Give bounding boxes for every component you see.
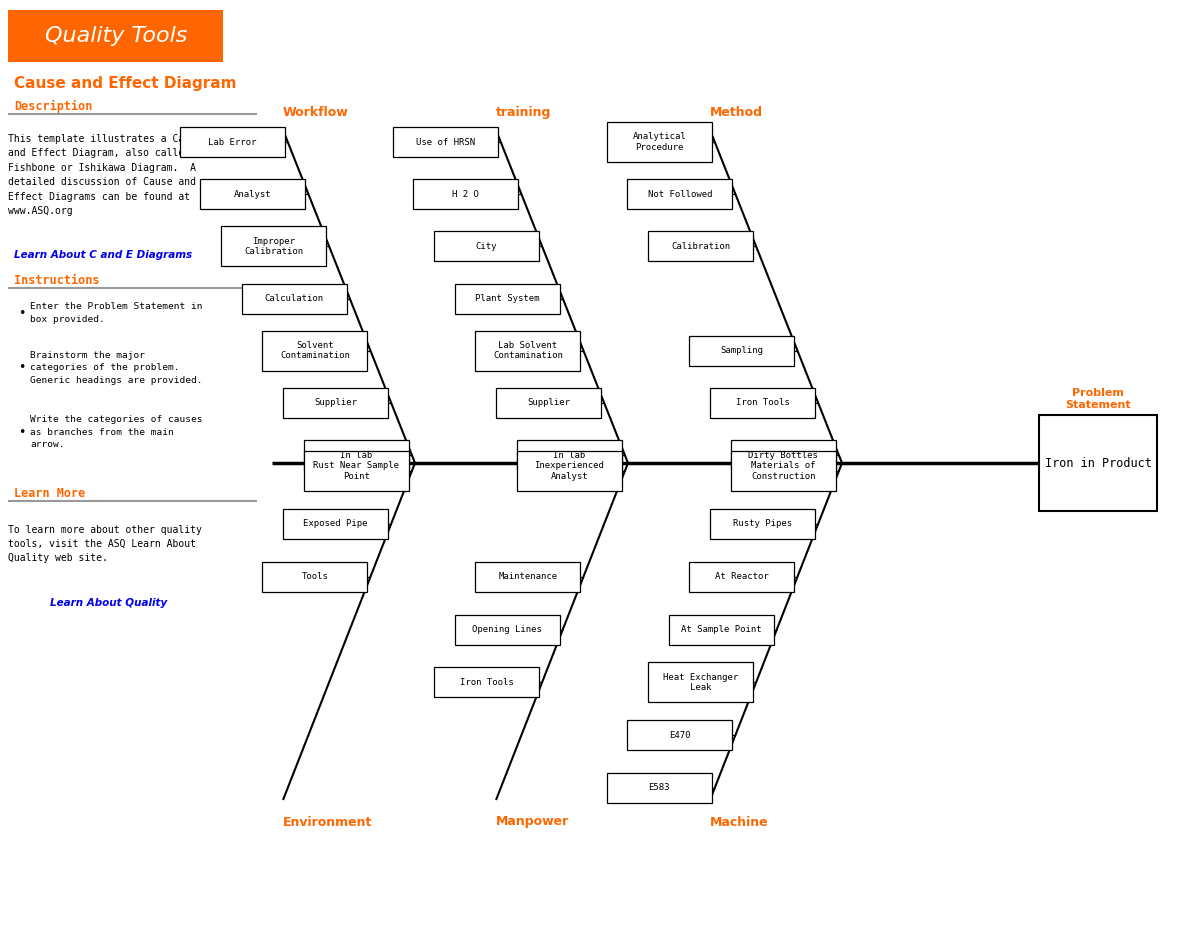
- Bar: [517, 451, 622, 491]
- Text: Brainstorm the major
categories of the problem.
Generic headings are provided.: Brainstorm the major categories of the p…: [30, 350, 203, 386]
- Bar: [690, 562, 794, 591]
- Bar: [628, 179, 732, 210]
- Text: Supplier: Supplier: [527, 399, 570, 407]
- Text: Analytical
Procedure: Analytical Procedure: [632, 133, 686, 152]
- Text: Dirty Bottles: Dirty Bottles: [749, 451, 818, 460]
- Text: Plant System: Plant System: [475, 294, 540, 303]
- Text: E470: E470: [670, 730, 691, 740]
- Bar: [455, 615, 559, 644]
- Text: Machine: Machine: [710, 816, 769, 829]
- Text: At Sample Point: At Sample Point: [680, 625, 762, 634]
- Text: Iron Tools: Iron Tools: [460, 678, 514, 687]
- Text: Description: Description: [14, 99, 92, 112]
- Text: In lab: In lab: [553, 451, 586, 460]
- Bar: [648, 662, 754, 703]
- Text: City: City: [476, 242, 497, 251]
- Bar: [648, 232, 754, 261]
- Text: Learn More: Learn More: [14, 487, 85, 500]
- Text: Manpower: Manpower: [496, 816, 569, 829]
- Text: Problem
Statement: Problem Statement: [1066, 388, 1130, 410]
- Bar: [731, 440, 836, 470]
- Text: Instructions: Instructions: [14, 273, 100, 286]
- Text: •: •: [18, 425, 25, 438]
- Bar: [263, 331, 367, 371]
- Bar: [475, 562, 581, 591]
- Bar: [607, 122, 712, 162]
- Text: Quality Tools: Quality Tools: [44, 26, 187, 46]
- Text: Learn About Quality: Learn About Quality: [50, 598, 167, 608]
- Bar: [8, 10, 223, 62]
- Bar: [200, 179, 306, 210]
- Text: Learn About C and E Diagrams: Learn About C and E Diagrams: [14, 250, 192, 260]
- Text: •: •: [18, 307, 25, 320]
- Text: At Reactor: At Reactor: [715, 572, 769, 581]
- Text: Workflow: Workflow: [283, 106, 349, 119]
- Bar: [283, 509, 388, 539]
- Bar: [263, 562, 367, 591]
- Text: Cause and Effect Diagram: Cause and Effect Diagram: [14, 75, 236, 91]
- Text: Maintenance: Maintenance: [498, 572, 558, 581]
- Bar: [731, 451, 836, 491]
- Text: Analyst: Analyst: [234, 190, 271, 198]
- Text: Solvent
Contamination: Solvent Contamination: [280, 341, 350, 361]
- Text: Enter the Problem Statement in
box provided.: Enter the Problem Statement in box provi…: [30, 302, 203, 324]
- Text: E583: E583: [648, 783, 670, 793]
- Bar: [434, 667, 539, 697]
- Bar: [304, 440, 409, 470]
- Text: Environment: Environment: [283, 816, 372, 829]
- Bar: [1039, 415, 1157, 511]
- Text: Materials of
Construction: Materials of Construction: [751, 462, 816, 481]
- Bar: [607, 773, 712, 803]
- Text: Opening Lines: Opening Lines: [473, 625, 542, 634]
- Text: Not Followed: Not Followed: [648, 190, 712, 198]
- Text: H 2 O: H 2 O: [452, 190, 479, 198]
- Text: Write the categories of causes
as branches from the main
arrow.: Write the categories of causes as branch…: [30, 414, 203, 450]
- Text: Lab Error: Lab Error: [208, 137, 257, 146]
- Bar: [517, 440, 622, 470]
- Bar: [434, 232, 539, 261]
- Text: Rusty Pipes: Rusty Pipes: [733, 519, 792, 528]
- Text: Tools: Tools: [301, 572, 329, 581]
- Bar: [475, 331, 581, 371]
- Text: Calculation: Calculation: [265, 294, 324, 303]
- Text: In lab: In lab: [341, 451, 372, 460]
- Text: •: •: [18, 362, 25, 375]
- Bar: [221, 226, 326, 266]
- Text: training: training: [496, 106, 551, 119]
- Text: Improper
Calibration: Improper Calibration: [244, 236, 304, 256]
- Text: Method: Method: [710, 106, 763, 119]
- Text: Sampling: Sampling: [720, 346, 763, 355]
- Bar: [180, 127, 284, 157]
- Bar: [628, 720, 732, 750]
- Bar: [710, 509, 815, 539]
- Text: Rust Near Sample
Point: Rust Near Sample Point: [313, 462, 400, 481]
- Bar: [690, 336, 794, 365]
- Bar: [710, 387, 815, 418]
- Bar: [455, 284, 559, 313]
- Text: Heat Exchanger
Leak: Heat Exchanger Leak: [662, 673, 738, 692]
- Text: Iron Tools: Iron Tools: [736, 399, 790, 407]
- Bar: [414, 179, 518, 210]
- Bar: [496, 387, 601, 418]
- Text: To learn more about other quality
tools, visit the ASQ Learn About
Quality web s: To learn more about other quality tools,…: [8, 525, 202, 564]
- Text: Calibration: Calibration: [671, 242, 730, 251]
- Bar: [241, 284, 347, 313]
- Text: This template illustrates a Cause
and Effect Diagram, also called a
Fishbone or : This template illustrates a Cause and Ef…: [8, 134, 202, 216]
- Text: Supplier: Supplier: [314, 399, 358, 407]
- Bar: [668, 615, 774, 644]
- Bar: [283, 387, 388, 418]
- Bar: [392, 127, 498, 157]
- Text: Iron in Product: Iron in Product: [1044, 456, 1152, 469]
- Text: Use of HRSN: Use of HRSN: [415, 137, 475, 146]
- Text: Lab Solvent
Contamination: Lab Solvent Contamination: [493, 341, 563, 361]
- Text: Exposed Pipe: Exposed Pipe: [304, 519, 368, 528]
- Text: Inexperienced
Analyst: Inexperienced Analyst: [534, 462, 605, 481]
- Bar: [304, 451, 409, 491]
